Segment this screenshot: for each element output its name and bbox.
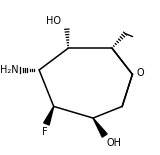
Text: OH: OH [106, 138, 121, 148]
Text: F: F [42, 127, 48, 137]
Polygon shape [93, 118, 107, 137]
Text: H₂N: H₂N [0, 65, 19, 75]
Text: HO: HO [46, 16, 61, 26]
Polygon shape [44, 106, 54, 125]
Text: O: O [137, 68, 144, 78]
